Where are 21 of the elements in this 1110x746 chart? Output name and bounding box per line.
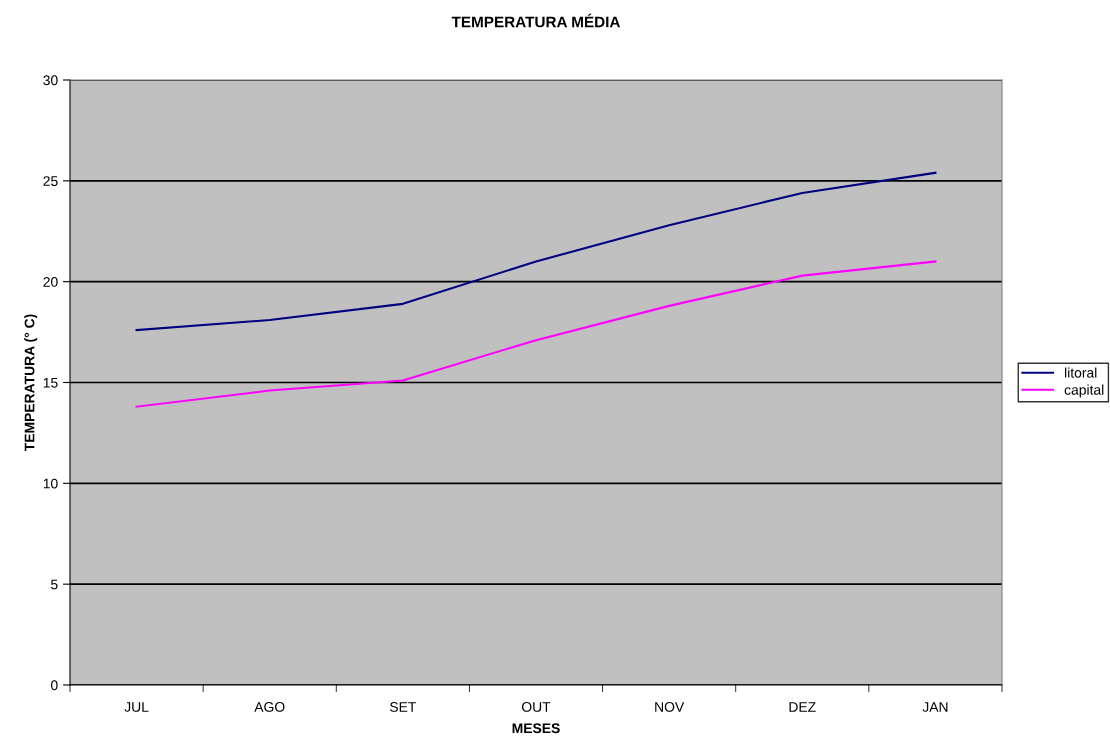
x-tick-label: NOV bbox=[655, 702, 685, 712]
y-axis-title: TEMPERATURA (° C) bbox=[24, 314, 38, 452]
y-tick-label: 30 bbox=[43, 75, 58, 86]
x-tick-label: DEZ bbox=[789, 702, 816, 712]
legend-label: litoral bbox=[1065, 367, 1097, 378]
y-tick-label: 25 bbox=[43, 176, 58, 186]
y-tick-label: 20 bbox=[43, 277, 58, 287]
line-series bbox=[135, 260, 937, 408]
x-tick-label: AGO bbox=[254, 702, 285, 712]
x-tick-label: SET bbox=[389, 702, 417, 712]
y-tick-label: 10 bbox=[43, 478, 58, 489]
x-tick-label: JUL bbox=[124, 702, 149, 712]
x-tick-label: OUT bbox=[522, 702, 551, 712]
chart-title: TEMPERATURA MÉDIA bbox=[451, 13, 621, 28]
y-tick-label: 15 bbox=[43, 377, 58, 388]
line-series bbox=[135, 171, 937, 332]
x-tick-label: JAN bbox=[922, 702, 948, 712]
y-tick-label: 5 bbox=[51, 579, 58, 590]
x-axis-title: MESES bbox=[512, 723, 560, 734]
legend-label: capital bbox=[1064, 384, 1104, 398]
y-tick-label: 0 bbox=[51, 680, 58, 691]
